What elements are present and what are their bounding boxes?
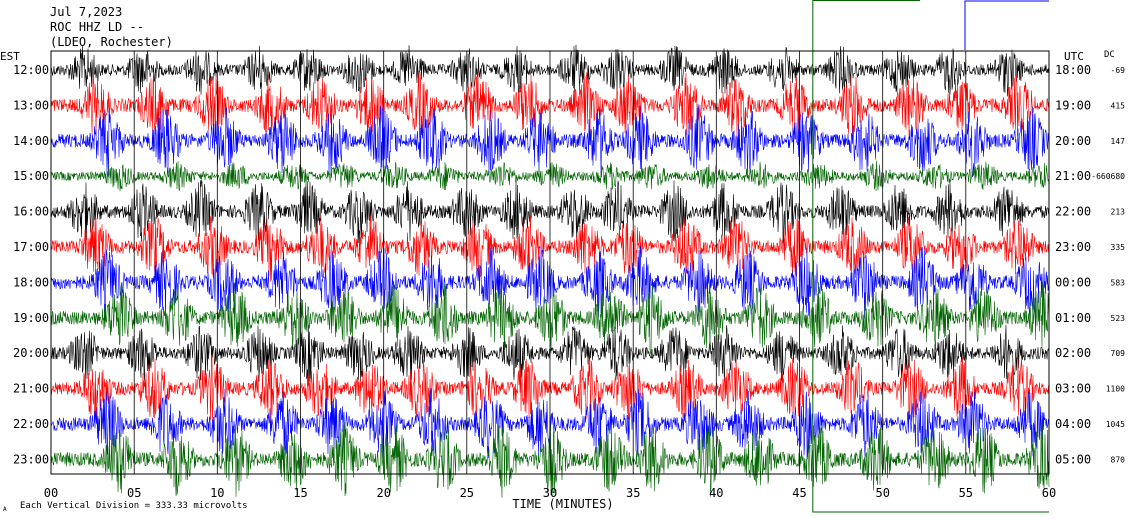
x-axis-title: TIME (MINUTES) — [512, 497, 613, 511]
dc-column-label: DC — [1104, 50, 1115, 60]
est-time-label: 16:00 — [13, 205, 49, 219]
est-time-label: 13:00 — [13, 98, 49, 112]
chart-station: ROC HHZ LD -- — [50, 20, 144, 34]
x-tick-label: 05 — [127, 486, 141, 500]
event-box — [812, 0, 1049, 513]
scale-note: Each Vertical Division = 333.33 microvol… — [20, 501, 248, 511]
event-overlays — [812, 0, 1049, 513]
utc-time-label: 05:00 — [1055, 452, 1091, 466]
utc-time-label: 23:00 — [1055, 240, 1091, 254]
utc-time-label: 03:00 — [1055, 382, 1091, 396]
est-time-label: 22:00 — [13, 417, 49, 431]
dc-offset-label: 523 — [1111, 314, 1126, 323]
x-tick-label: 00 — [44, 486, 58, 500]
x-tick-label: 35 — [626, 486, 640, 500]
est-time-label: 15:00 — [13, 169, 49, 183]
minute-grid — [133, 51, 967, 474]
utc-time-label: 02:00 — [1055, 346, 1091, 360]
est-time-label: 20:00 — [13, 346, 49, 360]
utc-time-label: 18:00 — [1055, 63, 1091, 77]
est-time-label: 14:00 — [13, 134, 49, 148]
dc-offset-label: 1045 — [1106, 420, 1125, 429]
x-tick-label: 45 — [792, 486, 806, 500]
dc-offset-label: -660680 — [1091, 172, 1125, 181]
plot-frame — [50, 50, 1050, 475]
dc-offset-label: 335 — [1111, 243, 1126, 252]
dc-offset-label: 583 — [1111, 278, 1126, 287]
x-tick-label: 60 — [1042, 486, 1056, 500]
dc-offset-label: 1100 — [1106, 385, 1125, 394]
est-time-label: 12:00 — [13, 63, 49, 77]
x-tick-label: 50 — [875, 486, 889, 500]
dc-offset-label: 415 — [1111, 101, 1126, 110]
utc-time-label: 01:00 — [1055, 311, 1091, 325]
x-tick-labels: 00 05 10 15 20 25 30 35 40 45 50 55 60 — [44, 486, 1056, 500]
utc-time-label: 20:00 — [1055, 134, 1091, 148]
est-time-label: 17:00 — [13, 240, 49, 254]
dc-offset-label: 870 — [1111, 455, 1126, 464]
event-marker-blue — [964, 0, 1049, 50]
dc-offset-label: -69 — [1111, 66, 1126, 75]
x-tick-label: 30 — [543, 486, 557, 500]
dc-offset-label: 213 — [1111, 208, 1126, 217]
est-time-label: 23:00 — [13, 452, 49, 466]
dc-offset-label: 147 — [1111, 137, 1126, 146]
chart-location: (LDEO, Rochester) — [50, 35, 173, 49]
chart-date: Jul 7,2023 — [50, 5, 122, 19]
utc-axis-label: UTC — [1064, 50, 1084, 63]
utc-time-label: 21:00 — [1055, 169, 1091, 183]
x-tick-label: 55 — [959, 486, 973, 500]
x-tick-label: 15 — [293, 486, 307, 500]
utc-time-label: 22:00 — [1055, 205, 1091, 219]
x-tick-label: 40 — [709, 486, 723, 500]
est-axis-label: EST — [0, 50, 20, 63]
utc-time-label: 19:00 — [1055, 98, 1091, 112]
utc-time-label: 00:00 — [1055, 275, 1091, 289]
est-time-label: 18:00 — [13, 275, 49, 289]
est-time-label: 21:00 — [13, 382, 49, 396]
x-tick-label: 10 — [210, 486, 224, 500]
corner-mark: A — [3, 506, 7, 513]
dc-offset-label: 709 — [1111, 349, 1126, 358]
utc-time-label: 04:00 — [1055, 417, 1091, 431]
est-time-label: 19:00 — [13, 311, 49, 325]
x-tick-label: 20 — [376, 486, 390, 500]
row-labels: 12:00 18:00 -69 13:00 19:00 415 14:00 20:00 147 1… — [13, 63, 1125, 466]
x-tick-label: 25 — [460, 486, 474, 500]
